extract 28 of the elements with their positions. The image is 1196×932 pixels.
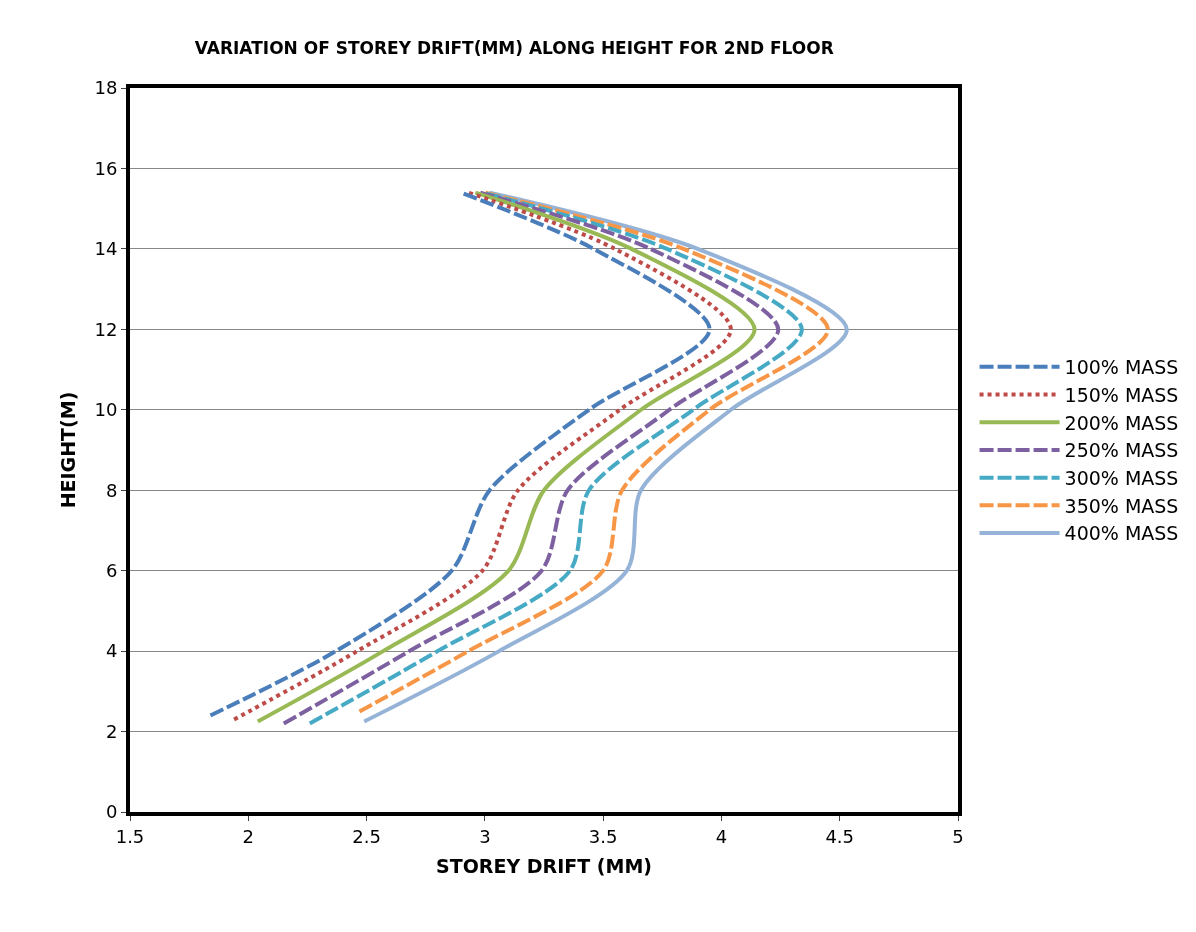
y-axis-title: HEIGHT(M) bbox=[56, 391, 79, 509]
x-tick-label: 1.5 bbox=[115, 825, 145, 847]
legend-label: 250% MASS bbox=[1064, 439, 1179, 462]
y-tick-label: 12 bbox=[94, 318, 118, 340]
legend-label: 400% MASS bbox=[1064, 522, 1179, 545]
x-tick-label: 3.5 bbox=[588, 825, 618, 847]
legend-label: 300% MASS bbox=[1064, 467, 1179, 490]
x-tick-label: 2.5 bbox=[352, 825, 381, 847]
x-tick-label: 4.5 bbox=[825, 825, 855, 847]
legend-label: 350% MASS bbox=[1064, 494, 1179, 517]
x-tick-label: 4 bbox=[715, 825, 728, 847]
x-tick-label: 2 bbox=[242, 825, 255, 847]
x-tick-label: 3 bbox=[479, 825, 491, 847]
y-tick-label: 8 bbox=[105, 479, 118, 501]
legend-label: 150% MASS bbox=[1064, 383, 1179, 406]
y-tick-label: 2 bbox=[105, 720, 118, 742]
y-tick-label: 18 bbox=[94, 77, 118, 99]
x-axis-title: STOREY DRIFT (MM) bbox=[436, 854, 652, 877]
x-tick-label: 5 bbox=[952, 825, 964, 847]
legend-label: 100% MASS bbox=[1064, 356, 1179, 379]
chart-title: VARIATION OF STOREY DRIFT(MM) ALONG HEIGHT FOR 2ND FLOOR bbox=[194, 37, 834, 58]
y-tick-label: 4 bbox=[105, 640, 118, 662]
y-tick-label: 16 bbox=[94, 157, 118, 179]
y-tick-label: 14 bbox=[94, 238, 118, 260]
y-tick-label: 10 bbox=[94, 399, 118, 421]
y-tick-label: 6 bbox=[105, 559, 118, 581]
legend-label: 200% MASS bbox=[1064, 411, 1179, 434]
y-tick-label: 0 bbox=[105, 801, 118, 823]
